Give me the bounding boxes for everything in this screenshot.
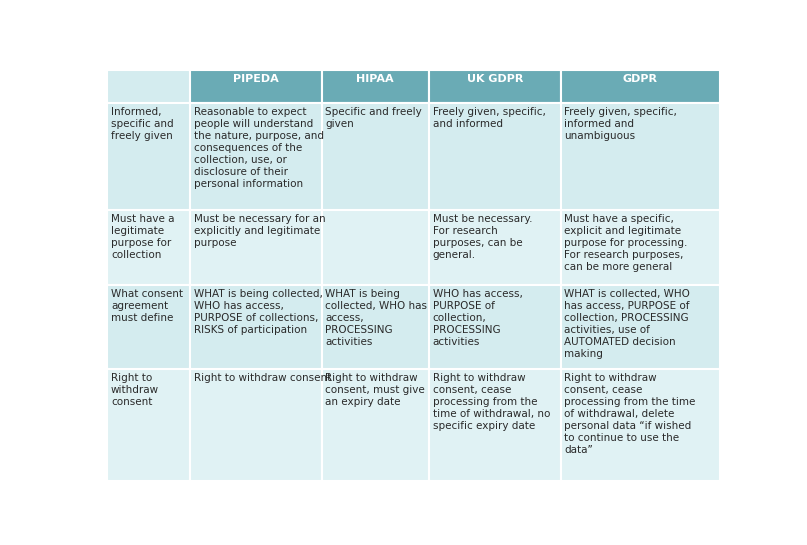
Text: Right to withdraw consent: Right to withdraw consent [194, 373, 331, 384]
Text: Must be necessary for an
explicitly and legitimate
purpose: Must be necessary for an explicitly and … [194, 214, 325, 248]
Bar [322, 70, 429, 103]
Bar [107, 70, 190, 103]
Bar [322, 210, 429, 285]
Text: What consent
agreement
must define: What consent agreement must define [111, 289, 183, 323]
Text: Right to
withdraw
consent: Right to withdraw consent [111, 373, 159, 408]
Bar [561, 103, 720, 210]
Bar [322, 370, 429, 481]
Text: Right to withdraw
consent, must give
an expiry date: Right to withdraw consent, must give an … [325, 373, 425, 408]
Text: UK GDPR: UK GDPR [466, 74, 523, 84]
Text: Must have a specific,
explicit and legitimate
purpose for processing.
For resear: Must have a specific, explicit and legit… [564, 214, 688, 272]
Bar [561, 370, 720, 481]
Bar [190, 103, 322, 210]
Text: Must have a
legitimate
purpose for
collection: Must have a legitimate purpose for colle… [111, 214, 174, 260]
Bar [190, 370, 322, 481]
Bar [107, 103, 190, 210]
Text: Informed,
specific and
freely given: Informed, specific and freely given [111, 107, 174, 141]
Text: Right to withdraw
consent, cease
processing from the
time of withdrawal, no
spec: Right to withdraw consent, cease process… [433, 373, 550, 432]
Bar [561, 210, 720, 285]
Text: Reasonable to expect
people will understand
the nature, purpose, and
consequence: Reasonable to expect people will underst… [194, 107, 324, 189]
Text: GDPR: GDPR [623, 74, 658, 84]
Bar [561, 70, 720, 103]
Bar [429, 103, 561, 210]
Bar [429, 370, 561, 481]
Bar [429, 210, 561, 285]
Bar [429, 70, 561, 103]
Bar [322, 103, 429, 210]
Text: Right to withdraw
consent, cease
processing from the time
of withdrawal, delete
: Right to withdraw consent, cease process… [564, 373, 696, 456]
Text: WHAT is being collected,
WHO has access,
PURPOSE of collections,
RISKS of partic: WHAT is being collected, WHO has access,… [194, 289, 323, 335]
Bar [429, 285, 561, 370]
Bar [561, 285, 720, 370]
Bar [190, 285, 322, 370]
Text: Must be necessary.
For research
purposes, can be
general.: Must be necessary. For research purposes… [433, 214, 532, 260]
Text: HIPAA: HIPAA [357, 74, 394, 84]
Text: WHAT is collected, WHO
has access, PURPOSE of
collection, PROCESSING
activities,: WHAT is collected, WHO has access, PURPO… [564, 289, 690, 359]
Bar [190, 70, 322, 103]
Text: Specific and freely
given: Specific and freely given [325, 107, 422, 129]
Text: WHAT is being
collected, WHO has
access,
PROCESSING
activities: WHAT is being collected, WHO has access,… [325, 289, 428, 347]
Text: PIPEDA: PIPEDA [233, 74, 278, 84]
Text: Freely given, specific,
informed and
unambiguous: Freely given, specific, informed and una… [564, 107, 677, 141]
Text: WHO has access,
PURPOSE of
collection,
PROCESSING
activities: WHO has access, PURPOSE of collection, P… [433, 289, 523, 347]
Bar [107, 285, 190, 370]
Bar [107, 210, 190, 285]
Bar [107, 370, 190, 481]
Bar [190, 210, 322, 285]
Text: Freely given, specific,
and informed: Freely given, specific, and informed [433, 107, 546, 129]
Bar [322, 285, 429, 370]
